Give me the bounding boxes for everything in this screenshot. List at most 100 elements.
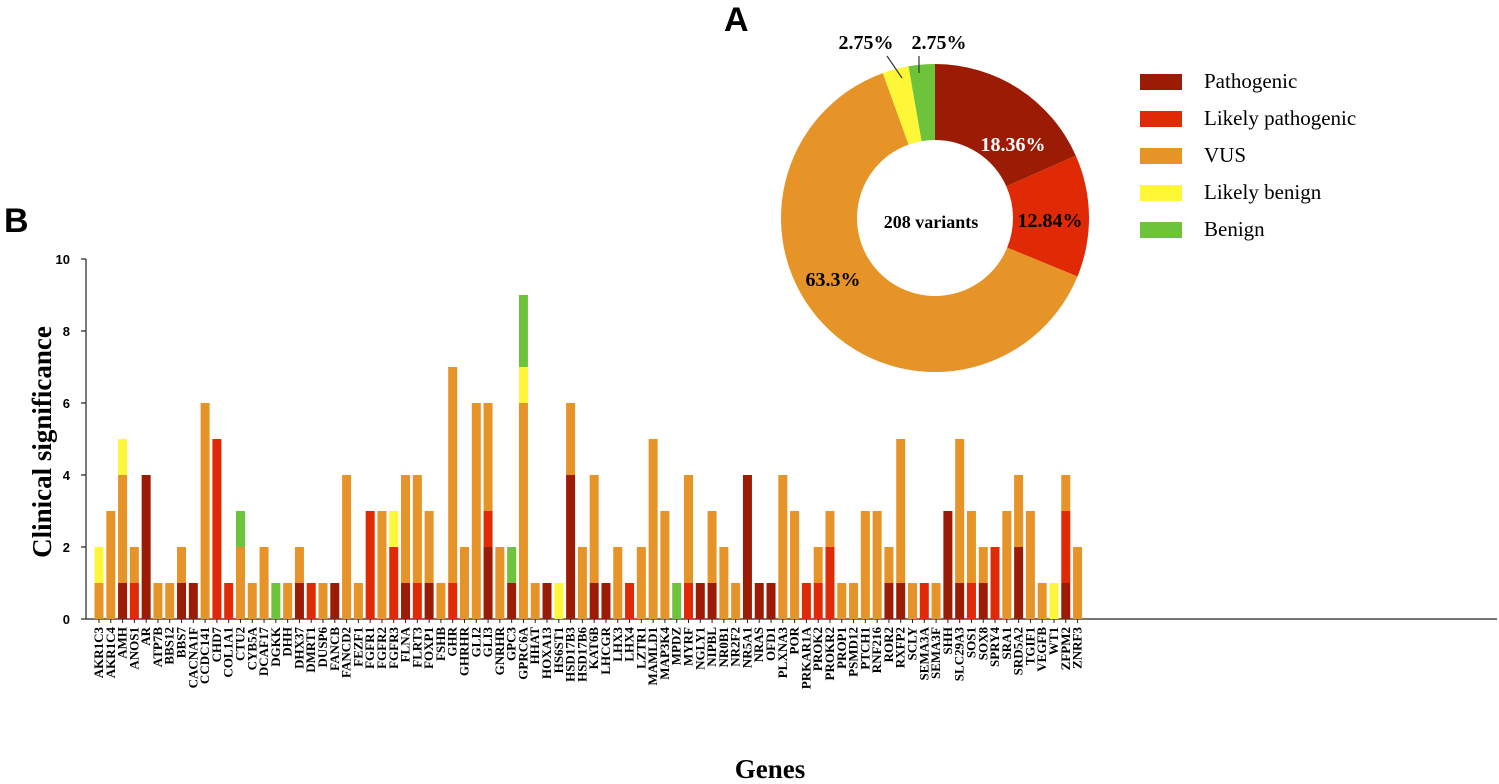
gene-label: GLI3	[480, 627, 495, 658]
bar-fgfr2-vus	[377, 511, 387, 619]
bar-ghrhr-vus	[459, 547, 469, 619]
y-axis-title: Clinical significance	[27, 326, 57, 558]
bar-lhx4-likely-pathogenic	[625, 583, 635, 619]
legend-swatch-benign	[1140, 222, 1182, 238]
bar-myrf-vus	[684, 475, 693, 583]
gene-label: HHAT	[527, 627, 542, 665]
gene-label: COL1A1	[221, 627, 236, 678]
gene-label: SEMA3A	[916, 626, 931, 680]
bar-prok2-vus	[813, 547, 823, 583]
bar-atp7b-vus	[153, 583, 163, 619]
bar-hs6st1-likely-benign	[554, 583, 564, 619]
bar-fgfr3-likely-pathogenic	[389, 547, 399, 619]
gene-label: CHD7	[209, 627, 224, 663]
bar-dmrt1-likely-pathogenic	[306, 583, 316, 619]
gene-label: LZTR1	[633, 627, 648, 669]
bar-znrf3-vus	[1073, 547, 1083, 619]
gene-label: GHR	[445, 626, 460, 656]
gene-label: SEMA3F	[928, 627, 943, 679]
bar-amh-pathogenic	[118, 583, 128, 619]
donut-pct-label: 2.75%	[839, 32, 894, 54]
bar-ghr-likely-pathogenic	[448, 583, 458, 619]
bar-prokr2-vus	[825, 511, 835, 547]
bar-chart-bars	[94, 295, 1083, 619]
bar-fgfr1-likely-pathogenic	[365, 511, 375, 619]
gene-label: FANCB	[327, 627, 342, 671]
bar-por-vus	[790, 511, 800, 619]
donut-center-label: 208 variants	[884, 212, 979, 232]
bar-slc29a3-vus	[955, 439, 965, 583]
bar-slc29a3-pathogenic	[955, 583, 965, 619]
bar-vegfb-vus	[1037, 583, 1047, 619]
gene-label: BBS7	[174, 627, 189, 659]
bar-dcaf17-vus	[259, 547, 269, 619]
panel-a-label: A	[724, 1, 749, 39]
gene-label: DCAF17	[256, 627, 271, 677]
bar-gli3-likely-pathogenic	[483, 511, 493, 547]
gene-label: SOX8	[975, 627, 990, 661]
legend-swatch-pathogenic	[1140, 74, 1182, 90]
gene-label: ANOS1	[126, 627, 141, 670]
bar-gli3-vus	[483, 403, 493, 511]
gene-label: AKR1C4	[103, 627, 118, 679]
gene-label: LHX4	[622, 627, 637, 662]
bar-map3k4-vus	[660, 511, 670, 619]
donut-labels: 18.36% 12.84% 63.3% 2.75% 2.75%	[806, 32, 1083, 291]
bar-col1a1-likely-pathogenic	[224, 583, 234, 619]
donut-chart	[780, 64, 1089, 373]
gene-label: ROR2	[881, 627, 896, 662]
gene-label: DHX37	[291, 627, 306, 669]
gene-label: DUSP6	[315, 627, 330, 668]
bar-foxp1-vus	[424, 511, 434, 583]
gene-label: OFD1	[763, 627, 778, 661]
gene-label: MYRF	[681, 627, 696, 666]
bar-hsd17b3-pathogenic	[566, 475, 576, 619]
bar-dgkk-benign	[271, 583, 281, 619]
gene-label: SCLY	[905, 626, 920, 660]
bar-cacna1f-pathogenic	[188, 583, 198, 619]
bar-spry4-likely-pathogenic	[990, 547, 1000, 619]
bar-myrf-likely-pathogenic	[684, 583, 693, 619]
gene-labels: AKR1C3AKR1C4AMHANOS1ARATP7BBBS12BBS7CACN…	[91, 619, 1085, 689]
gene-label: CYB5A	[244, 626, 259, 670]
legend-label-benign: Benign	[1204, 217, 1265, 241]
gene-label: FLRT3	[409, 627, 424, 668]
y-tick-label: 0	[63, 612, 70, 627]
gene-label: FANCD2	[339, 627, 354, 678]
bar-prkar1a-likely-pathogenic	[801, 583, 811, 619]
bar-srd5a2-vus	[1014, 475, 1024, 547]
bar-ctu2-vus	[235, 547, 245, 619]
gene-label: PROP1	[834, 627, 849, 669]
gene-label: FEZF1	[350, 627, 365, 667]
bar-fancd2-vus	[342, 475, 352, 619]
bar-ar-pathogenic	[141, 475, 151, 619]
bar-dusp6-vus	[318, 583, 328, 619]
bar-kat6b-vus	[589, 475, 599, 583]
bar-nipbl-vus	[707, 511, 717, 583]
bar-gli3-pathogenic	[483, 547, 493, 619]
gene-label: AKR1C3	[91, 627, 106, 679]
bar-amh-vus	[118, 475, 128, 583]
donut-pct-label: 63.3%	[806, 269, 861, 291]
bar-flna-vus	[401, 475, 411, 583]
donut-pct-label: 18.36%	[981, 134, 1046, 156]
legend: Pathogenic Likely pathogenic VUS Likely ben…	[1140, 69, 1356, 241]
bar-ctu2-benign	[235, 511, 245, 547]
gene-label: POR	[787, 626, 802, 654]
y-tick-label: 2	[63, 540, 70, 555]
gene-label: FLNA	[398, 626, 413, 662]
gene-label: HOXA13	[539, 627, 554, 680]
gene-label: AMH	[115, 627, 130, 659]
y-tick-label: 8	[63, 324, 70, 339]
y-tick-label: 10	[56, 252, 70, 267]
bar-kat6b-pathogenic	[589, 583, 599, 619]
bar-shh-pathogenic	[943, 511, 953, 619]
bar-hsd17b6-vus	[577, 547, 587, 619]
bar-anos1-vus	[129, 547, 139, 583]
gene-label: HSD17B6	[574, 627, 589, 682]
bar-amh-likely-benign	[118, 439, 128, 475]
gene-label: FGFR2	[374, 627, 389, 669]
bar-gprc6a-vus	[518, 403, 528, 619]
bar-gli2-vus	[471, 403, 481, 619]
